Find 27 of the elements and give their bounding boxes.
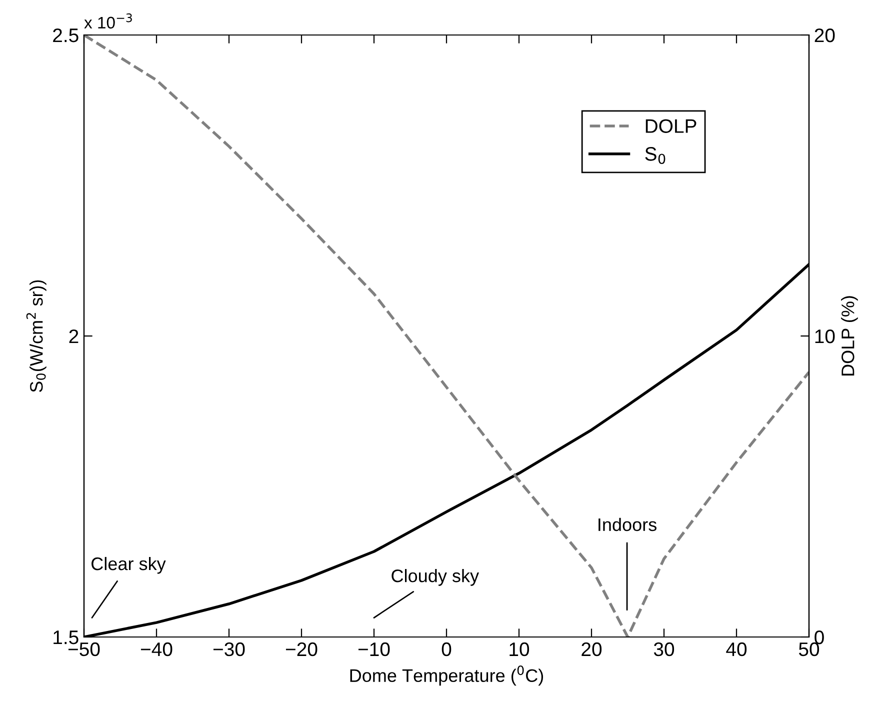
annotation: Indoors [598,518,656,532]
y2-tick-label: 0 [814,630,824,644]
x-tick-label: 0 [442,642,452,656]
line-series [84,35,809,637]
y2-tick-label: 20 [814,28,835,42]
x-axis-title: Dome Temperature ($^{0}$C) [350,666,544,686]
x-tick-label: 10 [510,642,530,656]
y-tick-label: 1.5 [54,630,78,644]
legend-label: S$_{0}$ [645,147,666,164]
x-tick-label: −50 [68,642,100,656]
annotation: Cloudy sky [392,569,480,586]
y-tick-label: 2 [69,329,78,344]
x-tick-label: 40 [726,642,747,656]
text: x 10$^{−3}$ [84,13,132,29]
y2-tick-label: 10 [815,329,835,344]
x-tick-label: 30 [654,642,674,656]
x-tick-label: −30 [213,642,245,656]
y-tick-label: 2.5 [53,28,78,42]
x-tick-label: −10 [358,642,390,656]
y2-axis-title: DOLP (%) [841,296,858,376]
x-tick-label: −40 [140,642,172,656]
legend-label: DOLP [646,119,696,134]
y-axis-title: S$_{0}$(W/cm$^{2}$ sr)) [26,280,46,392]
x-tick-label: −20 [286,642,318,656]
annotation: Clear sky [92,556,166,574]
x-tick-label: 20 [582,642,602,656]
x-tick-label: 50 [798,642,820,656]
